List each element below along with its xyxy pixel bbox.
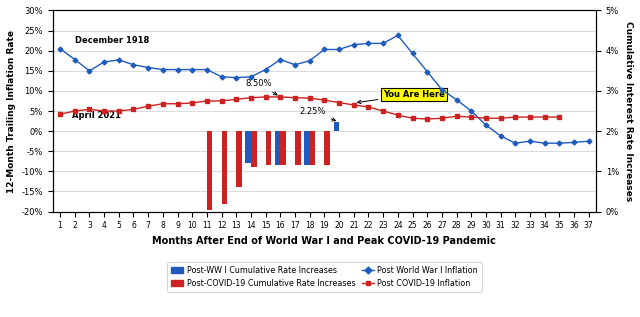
Text: 2.25%: 2.25% bbox=[300, 107, 335, 121]
Text: April 2021: April 2021 bbox=[72, 111, 121, 120]
Y-axis label: 12-Month Trailing Inflation Rate: 12-Month Trailing Inflation Rate bbox=[7, 29, 16, 192]
Bar bbox=[280, 131, 286, 165]
Bar bbox=[275, 131, 280, 165]
Bar bbox=[251, 131, 257, 167]
X-axis label: Months After End of World War I and Peak COVID-19 Pandemic: Months After End of World War I and Peak… bbox=[152, 236, 497, 246]
Bar bbox=[207, 131, 212, 210]
Bar bbox=[266, 131, 271, 165]
Bar bbox=[295, 131, 301, 165]
Legend: Post-WW I Cumulative Rate Increases, Post-COVID-19 Cumulative Rate Increases, Po: Post-WW I Cumulative Rate Increases, Pos… bbox=[167, 262, 481, 292]
Bar bbox=[236, 131, 242, 187]
Bar bbox=[333, 122, 339, 131]
Bar bbox=[221, 131, 227, 204]
Text: 8.50%: 8.50% bbox=[245, 79, 277, 95]
Bar bbox=[245, 131, 251, 163]
Bar bbox=[310, 131, 316, 165]
Text: December 1918: December 1918 bbox=[75, 36, 149, 45]
Text: You Are Here: You Are Here bbox=[358, 90, 445, 104]
Bar bbox=[324, 131, 330, 165]
Y-axis label: Cumulative Interest Rate Increases: Cumulative Interest Rate Increases bbox=[624, 21, 633, 201]
Bar bbox=[304, 131, 310, 165]
